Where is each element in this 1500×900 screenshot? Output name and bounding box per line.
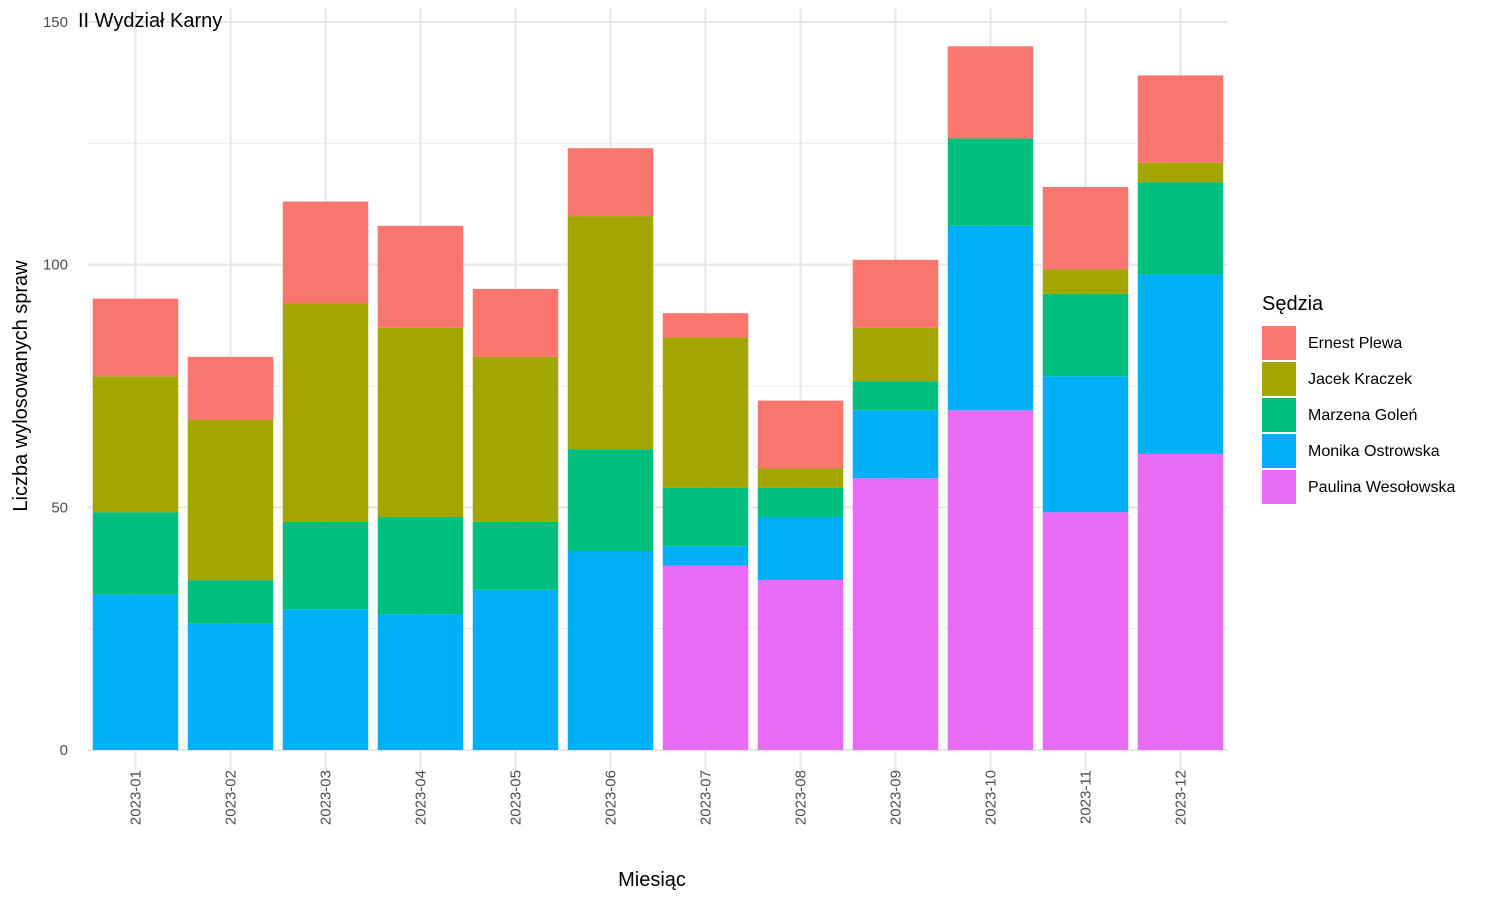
y-tick-label: 150: [43, 14, 68, 31]
bar-segment: [757, 580, 844, 750]
bar-segment: [1042, 269, 1129, 294]
bar-segment: [92, 512, 179, 595]
bar-segment: [947, 225, 1034, 411]
bar-segment: [1042, 376, 1129, 513]
legend-title: Sędzia: [1262, 293, 1324, 315]
bar-segment: [662, 487, 749, 547]
bar-segment: [282, 609, 369, 750]
bar-segment: [757, 517, 844, 581]
x-tick-label: 2023-10: [983, 770, 1000, 825]
bar-segment: [1042, 293, 1129, 377]
x-tick-label: 2023-09: [888, 770, 905, 825]
bar-segment: [377, 327, 464, 518]
bar-segment: [472, 356, 559, 522]
bar-segment: [567, 148, 654, 217]
bar-segment: [1042, 187, 1129, 270]
legend-label: Jacek Kraczek: [1308, 371, 1413, 388]
bar-segment: [1137, 75, 1224, 163]
x-axis-ticks: 2023-01 2023-02 2023-03 2023-04 2023-05 2023-…: [128, 770, 1190, 825]
bars: [92, 46, 1224, 750]
bar-segment: [92, 594, 179, 750]
bar-segment: [92, 298, 179, 377]
bar-segment: [282, 201, 369, 304]
bar-segment: [472, 589, 559, 750]
x-tick-label: 2023-05: [508, 770, 525, 825]
y-axis-ticks: 0 50 100 150: [43, 14, 68, 759]
bar-segment: [852, 327, 939, 382]
bar-segment: [662, 565, 749, 750]
bar-segment: [757, 487, 844, 518]
bar-segment: [282, 303, 369, 522]
bar-segment: [187, 623, 274, 750]
bar-segment: [472, 288, 559, 357]
bar-segment: [567, 216, 654, 450]
x-tick-label: 2023-03: [318, 770, 335, 825]
bar-segment: [377, 614, 464, 750]
x-tick-label: 2023-08: [793, 770, 810, 825]
x-tick-label: 2023-02: [223, 770, 240, 825]
bar-segment: [662, 313, 749, 338]
bar-segment: [472, 521, 559, 590]
bar-segment: [1137, 182, 1224, 275]
bar-segment: [567, 449, 654, 552]
bar-segment: [187, 580, 274, 624]
bar-segment: [377, 225, 464, 328]
bar-segment: [1137, 162, 1224, 183]
legend-label: Monika Ostrowska: [1308, 443, 1440, 460]
chart-title: II Wydział Karny: [78, 10, 222, 32]
y-tick-label: 0: [60, 742, 68, 759]
x-tick-label: 2023-06: [603, 770, 620, 825]
x-tick-label: 2023-11: [1078, 770, 1095, 824]
bar-segment: [567, 551, 654, 750]
bar-segment: [757, 400, 844, 469]
bar-segment: [1137, 453, 1224, 750]
legend-items: Ernest Plewa Jacek Kraczek Marzena Goleń Mo…: [1262, 326, 1455, 504]
bar-segment: [187, 419, 274, 581]
bar-segment: [662, 337, 749, 488]
y-tick-label: 50: [51, 499, 68, 516]
bar-segment: [852, 381, 939, 411]
legend-swatch: [1262, 434, 1296, 468]
x-tick-label: 2023-07: [698, 770, 715, 825]
bar-segment: [852, 410, 939, 479]
legend-label: Marzena Goleń: [1308, 407, 1417, 424]
bar-segment: [852, 259, 939, 328]
x-axis-title: Miesiąc: [618, 869, 686, 891]
bar-segment: [947, 410, 1034, 750]
bar-segment: [1042, 512, 1129, 750]
bar-segment: [947, 46, 1034, 139]
legend-swatch: [1262, 362, 1296, 396]
x-tick-label: 2023-01: [128, 770, 145, 825]
legend-label: Ernest Plewa: [1308, 335, 1402, 352]
y-axis-title: Liczba wylosowanych spraw: [10, 260, 32, 512]
bar-segment: [757, 468, 844, 488]
bar-segment: [1137, 274, 1224, 454]
legend-label: Paulina Wesołowska: [1308, 479, 1455, 496]
bar-segment: [187, 356, 274, 420]
legend: Sędzia Ernest Plewa Jacek Kraczek Marzena …: [1262, 293, 1455, 504]
bar-segment: [282, 521, 369, 610]
bar-segment: [852, 478, 939, 750]
y-tick-label: 100: [43, 257, 68, 274]
legend-swatch: [1262, 470, 1296, 504]
bar-segment: [947, 138, 1034, 226]
bar-segment: [377, 517, 464, 615]
legend-swatch: [1262, 398, 1296, 432]
x-tick-label: 2023-04: [413, 770, 430, 825]
x-tick-label: 2023-12: [1173, 770, 1190, 825]
bar-segment: [662, 546, 749, 566]
legend-swatch: [1262, 326, 1296, 360]
bar-segment: [92, 376, 179, 513]
